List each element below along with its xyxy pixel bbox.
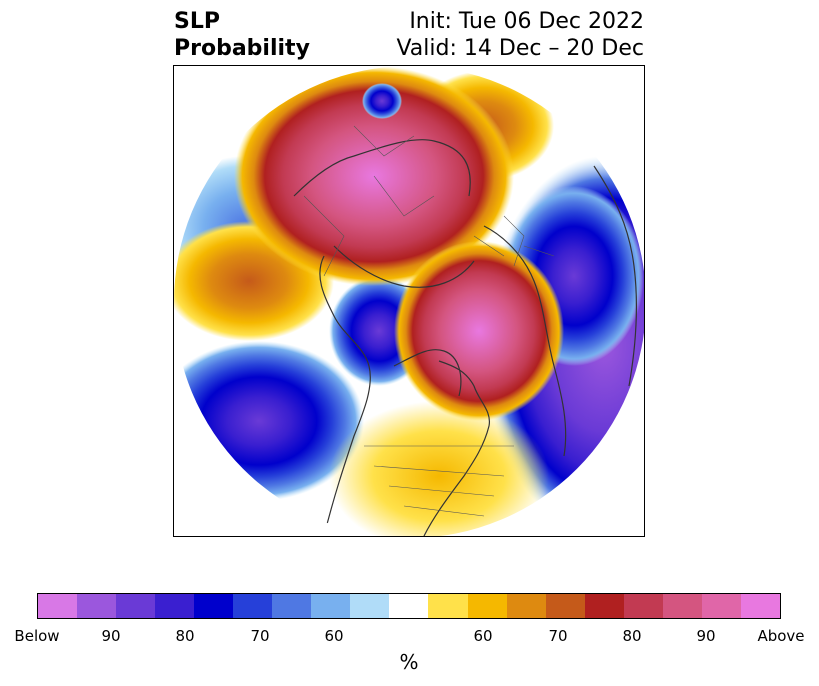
north-atlantic-high: [394, 241, 564, 421]
probability-map: [174, 66, 644, 536]
colorbar-cell: [272, 594, 312, 618]
valid-range: Valid: 14 Dec – 20 Dec: [396, 36, 644, 61]
coastlines: [293, 139, 638, 536]
chart-title-right: Init: Tue 06 Dec 2022 Valid: 14 Dec – 20…: [396, 8, 644, 62]
colorbar-tick-label: 60: [473, 627, 493, 645]
colorbar-cell: [194, 594, 234, 618]
init-date: Init: Tue 06 Dec 2022: [409, 9, 644, 34]
colorbar-cell: [506, 594, 546, 618]
colorbar: [37, 593, 781, 619]
colorbar-cell: [662, 594, 702, 618]
title-line-1: SLP: [174, 9, 220, 34]
arctic-small-low: [362, 83, 402, 119]
colorbar-cell: [155, 594, 195, 618]
colorbar-cell: [116, 594, 156, 618]
title-line-2: Probability: [174, 36, 310, 61]
colorbar-cell: [740, 594, 780, 618]
colorbar-tick-label: Above: [757, 627, 805, 645]
colorbar-tick-label: 70: [548, 627, 568, 645]
colorbar-cell: [350, 594, 390, 618]
colorbar-cell: [545, 594, 585, 618]
colorbar-tick-label: 60: [324, 627, 344, 645]
colorbar-tick-label: 70: [250, 627, 270, 645]
colorbar-cell: [233, 594, 273, 618]
colorbar-cell: [623, 594, 663, 618]
colorbar-tick-label: 90: [696, 627, 716, 645]
colorbar-cell: [701, 594, 741, 618]
map-panel: [173, 65, 645, 537]
colorbar-cell: [389, 594, 429, 618]
colorbar-cell: [38, 594, 78, 618]
colorbar-tick-label: Below: [14, 627, 60, 645]
north-america-high: [329, 401, 549, 536]
colorbar-tick-label: 80: [175, 627, 195, 645]
colorbar-cell: [584, 594, 624, 618]
colorbar-tick-label: 80: [622, 627, 642, 645]
chart-title-left: SLP Probability: [174, 8, 310, 62]
colorbar-cell: [467, 594, 507, 618]
colorbar-cell: [428, 594, 468, 618]
colorbar-cell: [311, 594, 351, 618]
borders: [303, 125, 555, 517]
colorbar-cell: [77, 594, 117, 618]
colorbar-tick-label: 90: [101, 627, 121, 645]
colorbar-unit: %: [399, 650, 419, 674]
